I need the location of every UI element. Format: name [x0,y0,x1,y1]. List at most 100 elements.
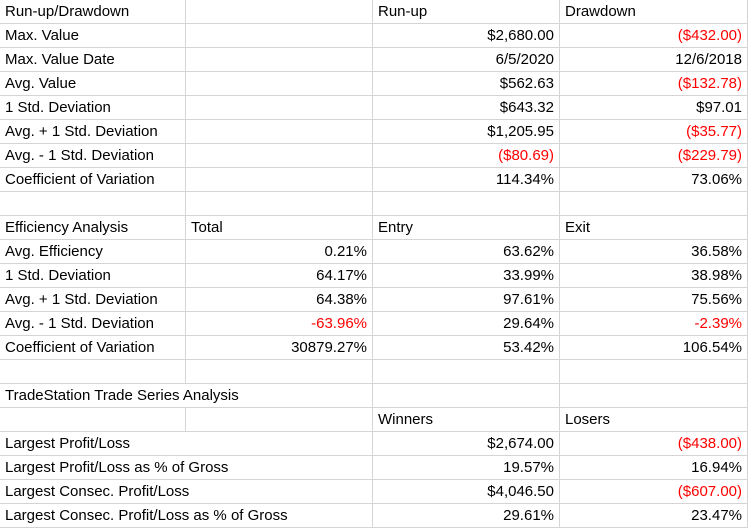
table-row[interactable]: Coefficient of Variation 114.34% 73.06% [0,168,748,192]
runup-value[interactable]: $562.63 [373,72,560,96]
runup-value[interactable]: 114.34% [373,168,560,192]
exit-value[interactable]: 106.54% [560,336,748,360]
row-label[interactable]: 1 Std. Deviation [0,264,186,288]
blank-row[interactable] [0,360,748,384]
row-label[interactable]: Avg. - 1 Std. Deviation [0,144,186,168]
empty-cell[interactable] [373,384,560,408]
exit-value[interactable]: 36.58% [560,240,748,264]
total-column-header[interactable]: Total [186,216,373,240]
total-cell[interactable] [186,24,373,48]
winners-value[interactable]: $4,046.50 [373,480,560,504]
efficiency-section-title[interactable]: Efficiency Analysis [0,216,186,240]
series-title-row[interactable]: TradeStation Trade Series Analysis [0,384,748,408]
row-label[interactable]: Largest Consec. Profit/Loss [0,480,373,504]
total-value[interactable]: 64.17% [186,264,373,288]
runup-value[interactable]: ($80.69) [373,144,560,168]
runup-value[interactable]: 6/5/2020 [373,48,560,72]
runup-value[interactable]: $2,680.00 [373,24,560,48]
table-row[interactable]: 1 Std. Deviation $643.32 $97.01 [0,96,748,120]
empty-cell[interactable] [186,0,373,24]
row-label[interactable]: Avg. Efficiency [0,240,186,264]
entry-value[interactable]: 29.64% [373,312,560,336]
total-cell[interactable] [186,48,373,72]
winners-value[interactable]: $2,674.00 [373,432,560,456]
blank-row[interactable] [0,192,748,216]
exit-value[interactable]: 38.98% [560,264,748,288]
exit-value[interactable]: -2.39% [560,312,748,336]
table-row[interactable]: Max. Value Date 6/5/2020 12/6/2018 [0,48,748,72]
row-label[interactable]: Coefficient of Variation [0,336,186,360]
winners-column-header[interactable]: Winners [373,408,560,432]
row-label[interactable]: Avg. Value [0,72,186,96]
empty-cell[interactable] [0,192,186,216]
table-row[interactable]: Max. Value $2,680.00 ($432.00) [0,24,748,48]
row-label[interactable]: Avg. + 1 Std. Deviation [0,120,186,144]
total-value[interactable]: 64.38% [186,288,373,312]
drawdown-value[interactable]: $97.01 [560,96,748,120]
total-cell[interactable] [186,96,373,120]
drawdown-column-header[interactable]: Drawdown [560,0,748,24]
drawdown-value[interactable]: ($35.77) [560,120,748,144]
empty-cell[interactable] [186,192,373,216]
drawdown-value[interactable]: ($432.00) [560,24,748,48]
runup-value[interactable]: $1,205.95 [373,120,560,144]
total-value[interactable]: -63.96% [186,312,373,336]
table-row[interactable]: Avg. + 1 Std. Deviation 64.38% 97.61% 75… [0,288,748,312]
drawdown-value[interactable]: ($229.79) [560,144,748,168]
runup-section-title[interactable]: Run-up/Drawdown [0,0,186,24]
exit-column-header[interactable]: Exit [560,216,748,240]
empty-cell[interactable] [560,384,748,408]
entry-value[interactable]: 97.61% [373,288,560,312]
total-value[interactable]: 30879.27% [186,336,373,360]
row-label[interactable]: Avg. + 1 Std. Deviation [0,288,186,312]
empty-cell[interactable] [560,360,748,384]
table-row[interactable]: Coefficient of Variation 30879.27% 53.42… [0,336,748,360]
row-label[interactable]: Largest Profit/Loss [0,432,373,456]
exit-value[interactable]: 75.56% [560,288,748,312]
runup-value[interactable]: $643.32 [373,96,560,120]
efficiency-header-row[interactable]: Efficiency Analysis Total Entry Exit [0,216,748,240]
table-row[interactable]: Avg. - 1 Std. Deviation -63.96% 29.64% -… [0,312,748,336]
row-label[interactable]: 1 Std. Deviation [0,96,186,120]
drawdown-value[interactable]: ($132.78) [560,72,748,96]
series-header-row[interactable]: Winners Losers [0,408,748,432]
series-section-title[interactable]: TradeStation Trade Series Analysis [0,384,373,408]
empty-cell[interactable] [560,192,748,216]
total-cell[interactable] [186,144,373,168]
losers-value[interactable]: ($438.00) [560,432,748,456]
empty-cell[interactable] [373,360,560,384]
entry-value[interactable]: 53.42% [373,336,560,360]
total-cell[interactable] [186,120,373,144]
row-label[interactable]: Max. Value Date [0,48,186,72]
total-value[interactable]: 0.21% [186,240,373,264]
empty-cell[interactable] [0,360,186,384]
table-row[interactable]: Largest Profit/Loss $2,674.00 ($438.00) [0,432,748,456]
row-label[interactable]: Largest Profit/Loss as % of Gross [0,456,373,480]
table-row[interactable]: 1 Std. Deviation 64.17% 33.99% 38.98% [0,264,748,288]
empty-cell[interactable] [186,360,373,384]
row-label[interactable]: Coefficient of Variation [0,168,186,192]
empty-cell[interactable] [186,408,373,432]
entry-value[interactable]: 33.99% [373,264,560,288]
winners-value[interactable]: 29.61% [373,504,560,528]
table-row[interactable]: Largest Consec. Profit/Loss as % of Gros… [0,504,748,528]
row-label[interactable]: Max. Value [0,24,186,48]
row-label[interactable]: Largest Consec. Profit/Loss as % of Gros… [0,504,373,528]
losers-column-header[interactable]: Losers [560,408,748,432]
table-row[interactable]: Largest Consec. Profit/Loss $4,046.50 ($… [0,480,748,504]
empty-cell[interactable] [0,408,186,432]
total-cell[interactable] [186,168,373,192]
table-row[interactable]: Largest Profit/Loss as % of Gross 19.57%… [0,456,748,480]
losers-value[interactable]: ($607.00) [560,480,748,504]
runup-column-header[interactable]: Run-up [373,0,560,24]
winners-value[interactable]: 19.57% [373,456,560,480]
empty-cell[interactable] [373,192,560,216]
row-label[interactable]: Avg. - 1 Std. Deviation [0,312,186,336]
losers-value[interactable]: 16.94% [560,456,748,480]
table-row[interactable]: Avg. - 1 Std. Deviation ($80.69) ($229.7… [0,144,748,168]
entry-column-header[interactable]: Entry [373,216,560,240]
table-row[interactable]: Avg. + 1 Std. Deviation $1,205.95 ($35.7… [0,120,748,144]
runup-header-row[interactable]: Run-up/Drawdown Run-up Drawdown [0,0,748,24]
drawdown-value[interactable]: 12/6/2018 [560,48,748,72]
table-row[interactable]: Avg. Efficiency 0.21% 63.62% 36.58% [0,240,748,264]
